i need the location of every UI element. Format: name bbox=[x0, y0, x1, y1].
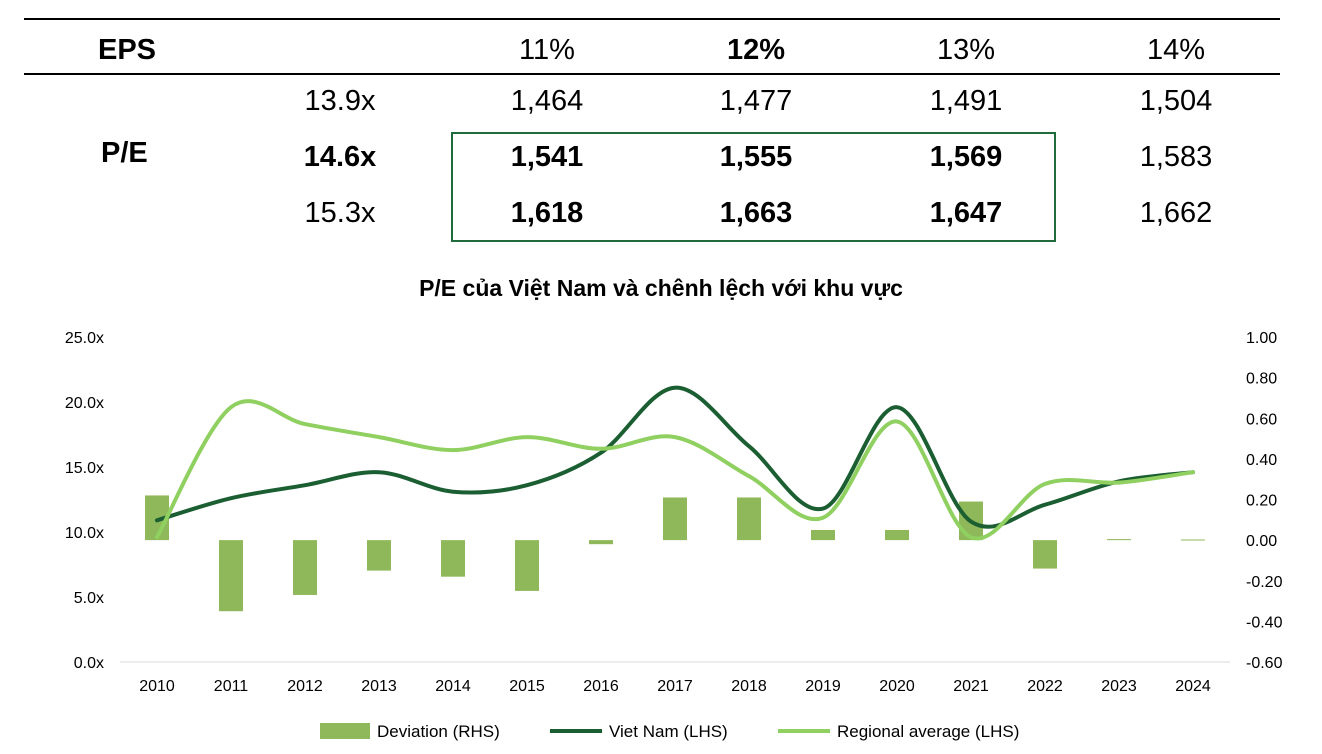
deviation-bar bbox=[219, 540, 243, 612]
regional-average-line bbox=[155, 399, 1195, 541]
pe-row-1-label: 13.9x bbox=[304, 85, 376, 117]
deviation-bar bbox=[811, 529, 835, 541]
deviation-bar bbox=[1181, 539, 1205, 541]
right-axis-tick: 0.60 bbox=[1246, 411, 1277, 428]
x-axis-tick: 2023 bbox=[1101, 678, 1137, 695]
deviation-bar bbox=[737, 497, 761, 541]
x-axis-tick: 2011 bbox=[214, 678, 249, 695]
right-axis-tick: 0.80 bbox=[1246, 371, 1277, 388]
table-cell: 1,555 bbox=[719, 141, 793, 173]
left-axis-tick: 10.0x bbox=[65, 525, 104, 542]
left-axis-tick: 5.0x bbox=[74, 590, 104, 607]
table-cell: 1,541 bbox=[510, 141, 584, 173]
pe-label: P/E bbox=[101, 137, 148, 169]
x-axis-tick: 2024 bbox=[1175, 678, 1211, 695]
legend-deviation-swatch bbox=[320, 723, 370, 739]
table-cell: 1,618 bbox=[510, 197, 584, 229]
pe-row-3-label: 15.3x bbox=[304, 197, 376, 229]
highlight-box bbox=[451, 132, 1056, 242]
x-axis-tick: 2019 bbox=[805, 678, 841, 695]
right-axis-tick: -0.60 bbox=[1246, 655, 1283, 672]
legend-regional-average-label: Regional average (LHS) bbox=[837, 722, 1019, 741]
left-axis-tick: 15.0x bbox=[65, 460, 104, 477]
table-cell: 1,464 bbox=[510, 85, 584, 117]
x-axis-tick: 2016 bbox=[583, 678, 619, 695]
chart-title: P/E của Việt Nam và chênh lệch với khu v… bbox=[419, 275, 903, 301]
x-axis-tick: 2021 bbox=[953, 678, 989, 695]
legend-deviation-label: Deviation (RHS) bbox=[377, 722, 500, 741]
right-axis-tick: -0.40 bbox=[1246, 614, 1283, 631]
eps-label: EPS bbox=[98, 34, 157, 66]
table-cell: 1,569 bbox=[929, 141, 1003, 173]
right-axis-tick: 0.20 bbox=[1246, 493, 1277, 510]
table-cell: 1,647 bbox=[929, 197, 1003, 229]
x-axis-tick: 2017 bbox=[657, 678, 693, 695]
eps-header-12: 12% bbox=[726, 34, 786, 66]
deviation-bar bbox=[1107, 539, 1131, 541]
right-axis-tick: 0.00 bbox=[1246, 533, 1277, 550]
deviation-bar bbox=[1033, 540, 1057, 569]
table-top-rule bbox=[24, 18, 1280, 20]
right-axis-tick: -0.20 bbox=[1246, 574, 1283, 591]
legend-viet-nam-label: Viet Nam (LHS) bbox=[609, 722, 728, 741]
x-axis-tick: 2013 bbox=[361, 678, 397, 695]
x-axis-tick: 2014 bbox=[435, 678, 471, 695]
x-axis-tick: 2020 bbox=[879, 678, 915, 695]
deviation-bar bbox=[589, 540, 613, 545]
deviation-bar bbox=[515, 540, 539, 591]
x-axis-tick: 2018 bbox=[731, 678, 767, 695]
table-cell: 1,583 bbox=[1139, 141, 1213, 173]
x-axis-tick: 2012 bbox=[287, 678, 323, 695]
pe-row-2-label: 14.6x bbox=[303, 141, 377, 173]
eps-header-13: 13% bbox=[936, 34, 996, 66]
left-axis-tick: 20.0x bbox=[65, 395, 104, 412]
table-cell: 1,663 bbox=[719, 197, 793, 229]
right-axis-tick: 0.40 bbox=[1246, 452, 1277, 469]
right-axis-tick: 1.00 bbox=[1246, 330, 1277, 347]
x-axis-tick: 2015 bbox=[509, 678, 545, 695]
x-axis-tick: 2010 bbox=[139, 678, 175, 695]
deviation-bar bbox=[885, 529, 909, 541]
left-axis-tick: 0.0x bbox=[74, 655, 104, 672]
table-cell: 1,491 bbox=[929, 85, 1003, 117]
eps-header-11: 11% bbox=[519, 34, 575, 66]
x-axis-tick: 2022 bbox=[1027, 678, 1063, 695]
deviation-bar bbox=[441, 540, 465, 577]
table-cell: 1,504 bbox=[1139, 85, 1213, 117]
deviation-bar bbox=[367, 540, 391, 571]
left-axis-tick: 25.0x bbox=[65, 330, 104, 347]
table-header-rule bbox=[24, 73, 1280, 75]
deviation-bar bbox=[663, 497, 687, 541]
table-cell: 1,477 bbox=[719, 85, 793, 117]
deviation-bar bbox=[293, 540, 317, 595]
table-cell: 1,662 bbox=[1139, 197, 1213, 229]
eps-header-14: 14% bbox=[1146, 34, 1206, 66]
